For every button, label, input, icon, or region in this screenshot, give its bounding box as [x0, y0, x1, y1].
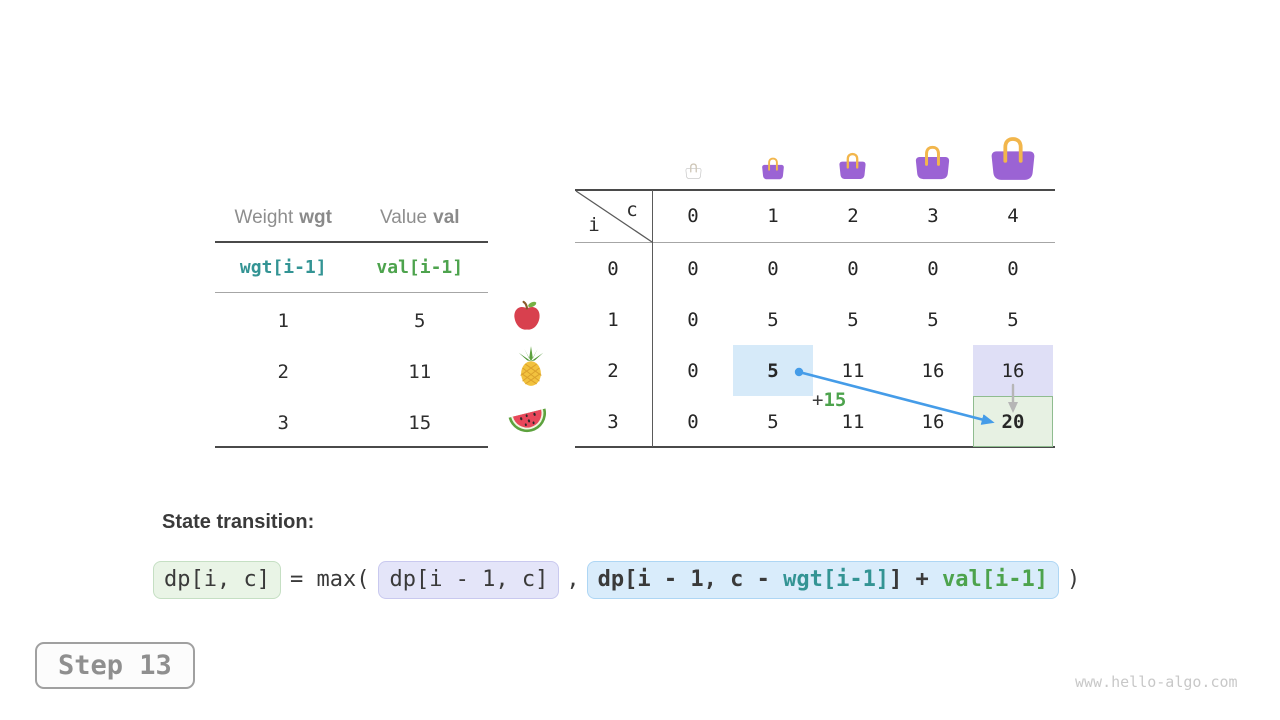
formula-arg1-box: dp[i - 1, c] — [378, 561, 560, 599]
step-badge: Step 13 — [35, 642, 195, 689]
dp-col-header-3: 3 — [927, 205, 939, 227]
arg2-val-part: val[i-1] — [942, 567, 1049, 592]
state-transition-title: State transition: — [162, 511, 315, 533]
formula-lhs-box: dp[i, c] — [153, 561, 281, 599]
apple-icon — [514, 300, 540, 330]
dp-cell: 5 — [1007, 308, 1019, 331]
plus-sign: + — [812, 389, 824, 411]
items-table-code-row: wgt[i-1] val[i-1] — [215, 242, 488, 293]
items-table-header-row: Weight wgt Value val — [215, 195, 488, 241]
dp-cell: 0 — [767, 257, 779, 280]
item-row-3: 3 15 — [215, 397, 488, 448]
dp-cell: 5 — [767, 410, 779, 433]
item-row-1: 1 5 — [215, 295, 488, 346]
corner-col-label: c — [626, 199, 638, 221]
dp-col-header-1: 1 — [767, 205, 779, 227]
dp-cell: 16 — [921, 359, 945, 382]
val-array-label: val[i-1] — [376, 257, 464, 278]
dp-cell: 5 — [847, 308, 859, 331]
corner-row-label: i — [588, 214, 600, 236]
formula-arg2-box: dp[i - 1, c - wgt[i-1]] + val[i-1] — [586, 561, 1060, 599]
arg2-wgt-part: wgt[i-1] — [783, 567, 890, 592]
dp-table-header-divider — [575, 242, 1055, 243]
dp-cell: 0 — [687, 257, 699, 280]
dp-cell: 16 — [921, 410, 945, 433]
dp-table-bottom-border — [575, 446, 1055, 448]
formula-equals-max: = max( — [289, 567, 370, 593]
handbag-icon — [838, 152, 867, 180]
dp-cell-result: 20 — [973, 396, 1053, 447]
state-transition-formula: dp[i, c] = max( dp[i - 1, c] , dp[i - 1,… — [153, 561, 1080, 599]
dp-cell-prev: 16 — [973, 345, 1053, 396]
added-value: 15 — [823, 389, 847, 411]
add-value-annotation: +15 — [812, 389, 846, 411]
items-table-bottom-divider — [215, 446, 488, 448]
dp-table-vertical-divider — [652, 190, 653, 447]
formula-close-paren: ) — [1067, 567, 1081, 593]
dp-cell: 0 — [687, 308, 699, 331]
val-code-label: val — [433, 207, 460, 228]
watermark: www.hello-algo.com — [1075, 673, 1238, 691]
dp-row-header-2: 2 — [607, 359, 619, 382]
item-1-weight: 1 — [277, 309, 289, 332]
handbag-icon — [761, 157, 785, 180]
dp-row-header-1: 1 — [607, 308, 619, 331]
handbag-outline-icon — [685, 163, 702, 179]
items-table-top-divider — [215, 241, 488, 243]
dp-cell: 0 — [1007, 257, 1019, 280]
arg2-bracket-plus: ] + — [889, 567, 943, 592]
item-2-value: 11 — [408, 360, 432, 383]
item-3-value: 15 — [408, 411, 432, 434]
handbag-icon — [989, 136, 1037, 181]
weight-column-header: Weight wgt — [215, 195, 352, 241]
wgt-code-label: wgt — [299, 207, 332, 228]
item-1-value: 5 — [414, 309, 426, 332]
dp-cell: 0 — [847, 257, 859, 280]
dp-cell: 0 — [687, 410, 699, 433]
watermelon-icon — [508, 408, 546, 433]
dp-row-header-0: 0 — [607, 257, 619, 280]
value-label: Value — [379, 207, 428, 228]
weight-label: Weight — [234, 207, 294, 228]
item-2-weight: 2 — [277, 360, 289, 383]
dp-col-header-2: 2 — [847, 205, 859, 227]
handbag-icon — [914, 145, 951, 180]
dp-table-top-border — [575, 189, 1055, 191]
dp-cell: 0 — [687, 359, 699, 382]
dp-row-header-3: 3 — [607, 410, 619, 433]
dp-col-header-4: 4 — [1007, 205, 1019, 227]
item-3-weight: 3 — [277, 411, 289, 434]
dp-cell: 5 — [767, 308, 779, 331]
formula-comma: , — [566, 567, 580, 593]
dp-cell: 5 — [927, 308, 939, 331]
dp-cell-source: 5 — [733, 345, 813, 396]
pineapple-icon — [518, 346, 544, 386]
dp-col-header-0: 0 — [687, 205, 699, 227]
arg2-dp-part: dp[i - 1, c - — [597, 567, 784, 592]
dp-cell: 0 — [927, 257, 939, 280]
value-column-header: Value val — [352, 195, 489, 241]
wgt-array-label: wgt[i-1] — [239, 257, 327, 278]
items-table-mid-divider — [215, 292, 488, 293]
item-row-2: 2 11 — [215, 346, 488, 397]
